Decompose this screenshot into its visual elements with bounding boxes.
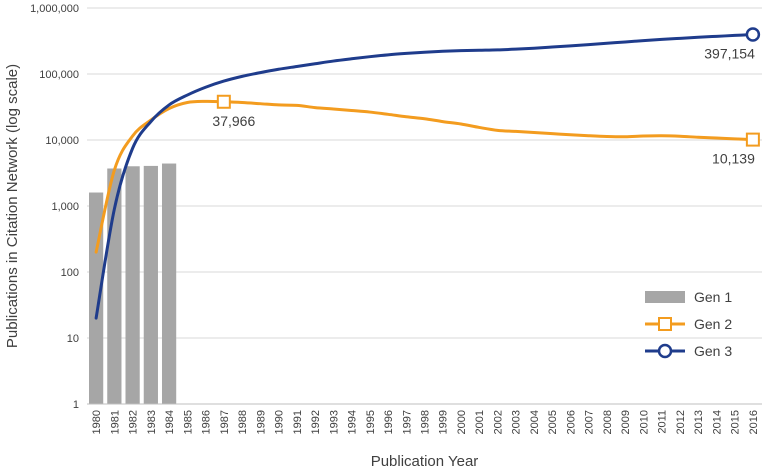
x-tick-label: 1998	[420, 410, 432, 434]
x-tick-label: 1981	[109, 410, 121, 434]
x-tick-label: 1992	[310, 410, 322, 434]
x-tick-label: 1988	[237, 410, 249, 434]
y-tick-label: 1,000	[51, 201, 79, 213]
data-label-gen-3: 397,154	[704, 45, 755, 61]
marker-gen-2	[216, 94, 231, 109]
legend-marker-gen-3	[657, 343, 673, 359]
x-axis-ticks: 1980 1981 1982 1983 1984 1985 1986 1987 1988 1989…	[91, 410, 760, 434]
bar-gen-1	[161, 163, 177, 404]
x-tick-label: 2013	[693, 410, 705, 434]
line-gen-2	[94, 99, 755, 254]
x-tick-label: 1997	[401, 410, 413, 434]
x-tick-label: 2005	[547, 410, 559, 434]
x-tick-label: 1989	[255, 410, 267, 434]
x-tick-label: 2009	[620, 410, 632, 434]
x-tick-label: 1985	[182, 410, 194, 434]
x-tick-label: 2004	[529, 410, 541, 434]
marker-gen-2	[745, 132, 760, 147]
bar-gen-1	[125, 166, 140, 404]
series-lines	[94, 32, 755, 320]
x-tick-label: 2010	[638, 410, 650, 434]
x-tick-label: 2011	[657, 410, 669, 434]
x-tick-label: 2001	[474, 410, 486, 434]
legend-marker-gen-2	[658, 317, 672, 331]
x-tick-label: 1996	[383, 410, 395, 434]
legend-label-gen-1: Gen 1	[694, 289, 732, 305]
x-tick-label: 2003	[511, 410, 523, 434]
x-tick-label: 2008	[602, 410, 614, 434]
y-tick-label: 1,000,000	[30, 3, 79, 15]
x-tick-label: 1983	[146, 410, 158, 434]
x-tick-label: 2012	[675, 410, 687, 434]
bar-gen-1	[89, 192, 104, 404]
legend-label-gen-2: Gen 2	[694, 316, 732, 332]
x-tick-label: 1986	[201, 410, 213, 434]
bars-gen-1	[89, 163, 177, 404]
x-tick-label: 2015	[730, 410, 742, 434]
x-tick-label: 1994	[347, 410, 359, 434]
data-labels: 37,966 10,139 397,154	[212, 45, 755, 166]
x-tick-label: 2014	[711, 410, 723, 434]
x-tick-label: 1990	[274, 410, 286, 434]
x-tick-label: 1984	[164, 410, 176, 434]
line-gen-3	[94, 32, 755, 320]
legend-swatch-gen-1	[645, 291, 685, 303]
gridlines	[87, 7, 762, 339]
series-markers	[216, 27, 761, 147]
y-tick-label: 100,000	[39, 69, 79, 81]
x-tick-label: 1999	[438, 410, 450, 434]
legend: Gen 1 Gen 2 Gen 3	[645, 289, 732, 359]
x-tick-label: 1987	[219, 410, 231, 434]
x-tick-label: 2000	[456, 410, 468, 434]
marker-gen-3	[745, 27, 761, 42]
data-label-gen-2: 10,139	[712, 151, 755, 167]
y-tick-label: 100	[61, 267, 79, 279]
y-axis-ticks: 1 10 100 1,000 10,000 100,000 1,000,000	[30, 3, 79, 411]
y-tick-label: 1	[73, 399, 79, 411]
legend-label-gen-3: Gen 3	[694, 343, 732, 359]
x-tick-label: 1982	[128, 410, 140, 434]
y-axis-title: Publications in Citation Network (log sc…	[4, 64, 21, 348]
y-tick-label: 10	[67, 333, 79, 345]
x-axis-title: Publication Year	[371, 453, 479, 470]
x-tick-label: 1995	[365, 410, 377, 434]
x-tick-label: 2002	[492, 410, 504, 434]
x-tick-label: 2016	[748, 410, 760, 434]
data-label-gen-2: 37,966	[212, 113, 255, 129]
bar-gen-1	[143, 165, 158, 404]
x-tick-label: 2006	[565, 410, 577, 434]
y-tick-label: 10,000	[45, 135, 79, 147]
x-tick-label: 1991	[292, 410, 304, 434]
x-tick-label: 1993	[328, 410, 340, 434]
x-tick-label: 2007	[584, 410, 596, 434]
x-tick-label: 1980	[91, 410, 103, 434]
